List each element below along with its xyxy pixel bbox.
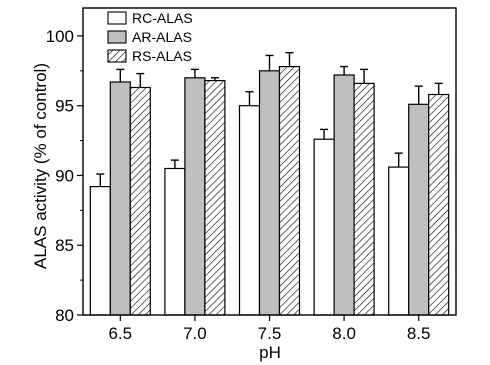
bar-rc-alas-8.0	[313, 138, 335, 316]
bar-rs-alas-8.5	[428, 93, 450, 316]
y-axis-title: ALAS activity (% of control)	[31, 63, 50, 269]
y-tick-label: 85	[55, 236, 74, 255]
legend-swatch-ar-alas	[107, 30, 127, 44]
legend: RC-ALAS AR-ALAS RS-ALAS	[107, 10, 193, 64]
bar-rs-alas-6.5	[129, 86, 151, 316]
y-tick-label: 100	[46, 27, 74, 46]
axes: 80 85 90 95 100 6.5 7.0 7.5 8.0 8.5	[46, 7, 457, 343]
legend-label-rs-alas: RS-ALAS	[132, 48, 192, 64]
bar-ar-alas-7.5	[258, 70, 281, 316]
x-tick-label: 8.5	[407, 324, 431, 343]
bar-rs-alas-7.0	[204, 79, 226, 316]
bar-rc-alas-6.5	[89, 186, 111, 316]
x-tick-label: 7.0	[183, 324, 207, 343]
y-tick-label: 90	[55, 166, 74, 185]
x-axis-title: pH	[259, 343, 281, 362]
bar-ar-alas-7.0	[184, 77, 206, 316]
bar-rs-alas-7.5	[278, 65, 301, 316]
x-tick-label: 7.5	[258, 324, 282, 343]
plot-area	[89, 51, 450, 316]
legend-label-rc-alas: RC-ALAS	[132, 10, 193, 26]
legend-swatch-rs-alas	[107, 49, 127, 63]
bar-ar-alas-6.5	[109, 81, 131, 316]
x-tick-label: 8.0	[332, 324, 356, 343]
legend-swatch-rc-alas	[107, 11, 127, 25]
x-tick-label: 6.5	[108, 324, 132, 343]
y-tick-label: 95	[55, 97, 74, 116]
bar-rc-alas-8.5	[388, 166, 410, 316]
bar-ar-alas-8.5	[408, 103, 430, 316]
bar-ar-alas-8.0	[333, 74, 355, 316]
legend-label-ar-alas: AR-ALAS	[132, 29, 192, 45]
bar-rs-alas-8.0	[353, 82, 375, 316]
y-tick-label: 80	[55, 306, 74, 325]
bar-rc-alas-7.0	[164, 167, 186, 316]
bar-rc-alas-7.5	[238, 105, 261, 316]
